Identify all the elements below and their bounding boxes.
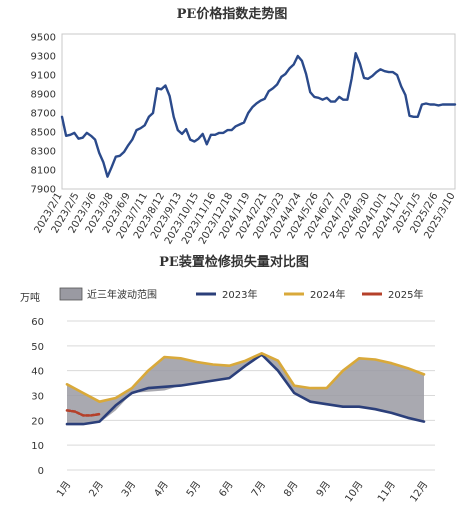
- x-tick-label: 5月: [184, 479, 203, 499]
- maintenance-loss-chart: PE装置检修损失量对比图万吨 近三年波动范围 2023年 2024年 2025年 0 10 2…: [0, 250, 464, 507]
- x-tick-label: 10月: [343, 479, 366, 505]
- series-line-1: [65, 353, 426, 426]
- x-tick-label: 3月: [119, 479, 138, 499]
- x-tick-label: 12月: [408, 479, 431, 505]
- y-tick-label: 0: [38, 466, 44, 477]
- legend-label: 2023年: [222, 288, 257, 301]
- legend: 近三年波动范围 2023年 2024年 2025年: [59, 287, 423, 301]
- x-tick-label: 8月: [281, 479, 300, 499]
- y-tick-label: 20: [31, 416, 44, 427]
- range-band-area: [67, 353, 424, 425]
- y-tick-label: 9100: [31, 71, 56, 82]
- legend-label: 2024年: [310, 288, 345, 301]
- series-line-2: [65, 352, 426, 403]
- y-tick-label: 40: [31, 367, 44, 378]
- y-tick-label: 8300: [31, 147, 56, 158]
- legend-swatch-band: [59, 287, 83, 301]
- legend-label: 2025年: [388, 288, 423, 301]
- y-tick-label: 10: [31, 441, 44, 452]
- x-tick-label: 11月: [375, 479, 398, 505]
- series-line-3: [65, 409, 101, 417]
- price-index-line: [60, 52, 457, 178]
- y-tick-label: 60: [31, 317, 44, 328]
- y-tick-label: 8500: [31, 128, 56, 139]
- y-tick-label: 7900: [31, 185, 56, 196]
- legend-label: 近三年波动范围: [87, 288, 157, 301]
- x-tick-label: 4月: [152, 479, 171, 499]
- y-tick-label: 8700: [31, 109, 56, 120]
- y-tick-label: 9500: [31, 33, 56, 44]
- y-tick-label: 30: [31, 392, 44, 403]
- y-tick-label: 9300: [31, 52, 56, 63]
- plot-frame: [61, 33, 456, 190]
- y-axis-unit: 万吨: [20, 291, 40, 304]
- x-tick-label: 9月: [314, 479, 333, 499]
- x-tick-label: 2月: [87, 479, 106, 499]
- y-tick-label: 50: [31, 342, 44, 353]
- x-tick-label: 6月: [217, 479, 236, 499]
- price-chart-svg: PE价格指数走势图 7900 8100 8300 8500 8700 8900 9100 930…: [31, 6, 458, 246]
- x-tick-label: 7月: [249, 479, 268, 499]
- chart-title: PE装置检修损失量对比图: [159, 254, 309, 270]
- pe-price-index-chart: PE价格指数走势图 7900 8100 8300 8500 8700 8900 9100 930…: [0, 0, 464, 250]
- x-tick-label: 1月: [54, 479, 73, 499]
- y-tick-label: 8100: [31, 166, 56, 177]
- y-tick-label: 8900: [31, 90, 56, 101]
- chart-title: PE价格指数走势图: [177, 6, 288, 22]
